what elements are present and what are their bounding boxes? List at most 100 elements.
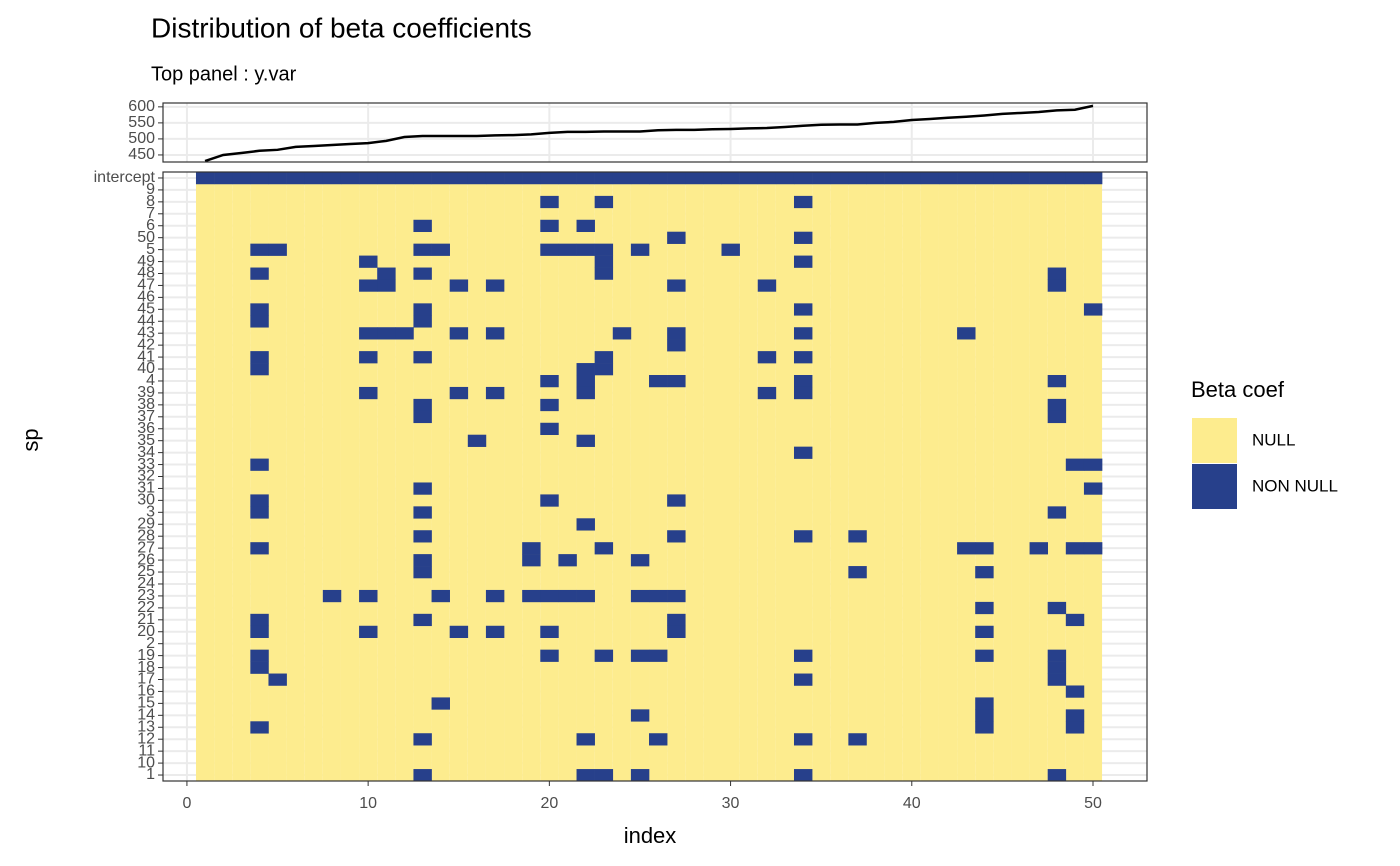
null-column [993,172,1012,781]
non-null-tile [558,589,577,603]
non-null-tile [413,482,432,495]
non-null-tile [975,697,994,710]
x-tick-label: 20 [540,795,558,812]
non-null-tile [848,566,867,579]
non-null-tile [793,386,813,400]
non-null-tile [649,172,668,185]
non-null-tile [522,542,541,555]
y-tick-label: 26 [137,551,155,568]
null-column [594,172,613,781]
non-null-tile [630,769,650,782]
chart-title: Distribution of beta coefficients [151,12,532,43]
non-null-tile [1083,542,1103,555]
y-tick-label: 47 [137,277,155,294]
null-column [250,172,269,781]
y-tick-label: 15 [137,695,155,712]
non-null-tile [757,351,777,364]
y-tick-label: 40 [137,360,155,377]
non-null-tile [848,733,867,746]
non-null-tile [377,267,396,280]
null-column [938,172,958,781]
non-null-tile [449,172,469,185]
non-null-tile [413,566,432,579]
y-tick-label: 12 [137,730,155,747]
non-null-tile [793,530,813,543]
x-axis-label: index [624,823,677,848]
non-null-tile [431,172,450,185]
null-column [920,172,939,781]
legend-key [1192,418,1237,463]
y-tick-label: 3 [146,504,155,521]
y-tick-label: 31 [137,480,155,497]
non-null-tile [1047,267,1067,280]
non-null-tile [413,554,432,567]
non-null-tile [612,172,632,185]
y-tick-label: 45 [137,301,155,318]
null-column [1083,172,1103,781]
y-tick-label: 500 [128,130,155,147]
null-column [431,172,450,781]
non-null-tile [938,172,958,185]
null-column [1065,172,1084,781]
non-null-tile [522,554,541,567]
null-column [395,172,414,781]
y-tick-label: 28 [137,527,155,544]
non-null-tile [359,351,378,364]
non-null-tile [957,172,976,185]
non-null-tile [594,649,614,662]
legend-key [1192,464,1237,509]
non-null-tile [359,589,378,603]
non-null-tile [793,231,813,244]
null-column [1047,172,1066,781]
y-tick-label: 29 [137,515,155,532]
non-null-tile [667,172,686,185]
non-null-tile [413,530,432,543]
non-null-tile [757,386,777,400]
y-tick-label: 450 [128,146,155,163]
y-tick-label: 7 [146,205,155,222]
non-null-tile [1047,661,1067,674]
non-null-tile [1047,769,1067,782]
null-column [467,172,486,781]
legend-label: NULL [1252,430,1295,449]
non-null-tile [413,769,432,782]
non-null-tile [576,219,595,233]
y-tick-label: 34 [137,444,155,461]
non-null-tile [739,172,759,185]
non-null-tile [630,709,650,722]
non-null-tile [250,613,269,627]
non-null-tile [413,303,432,316]
null-column [1011,172,1030,781]
y-tick-label: 27 [137,539,155,556]
null-column [830,172,849,781]
null-column [413,172,432,781]
non-null-tile [576,518,595,531]
y-tick-label: 44 [137,312,155,329]
non-null-tile [1047,649,1067,662]
non-null-tile [1047,506,1067,519]
null-column [268,172,287,781]
non-null-tile [232,172,251,185]
non-null-tile [540,375,559,388]
null-column [703,172,722,781]
y-tick-label: 36 [137,420,155,437]
non-null-tile [1065,172,1085,185]
non-null-tile [286,172,306,185]
non-null-tile [268,172,287,185]
non-null-tile [1065,613,1085,627]
non-null-tile [540,494,559,507]
y-tick-label: 13 [137,718,155,735]
non-null-tile [649,589,668,603]
non-null-tile [594,363,614,376]
x-tick-label: 0 [182,795,191,812]
non-null-tile [649,375,668,388]
y-tick-label: 550 [128,114,155,131]
null-column [195,172,215,781]
non-null-tile [1065,458,1085,471]
y-tick-label: 33 [137,456,155,473]
null-column [775,172,794,781]
non-null-tile [377,279,396,292]
non-null-tile [214,172,233,185]
non-null-tile [540,422,559,436]
non-null-tile [957,542,976,555]
